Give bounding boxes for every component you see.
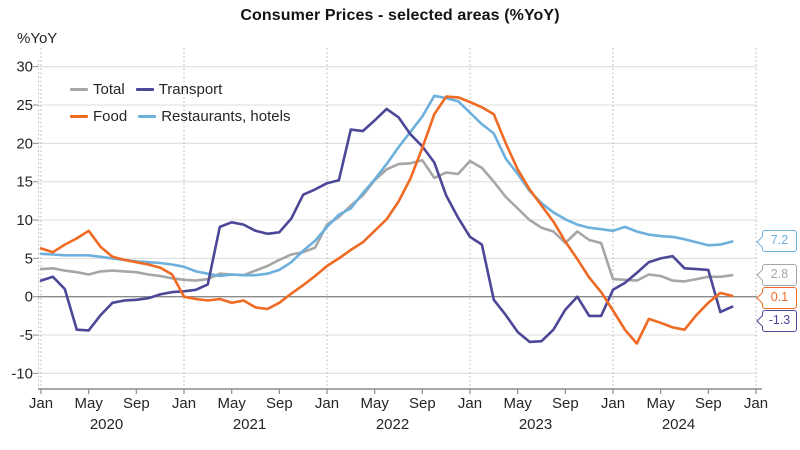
legend-label-food: Food — [93, 108, 128, 125]
svg-text:Jan: Jan — [29, 395, 53, 412]
svg-text:2020: 2020 — [90, 416, 123, 433]
end-value-callout-food: 0.1 — [756, 287, 797, 310]
svg-text:2024: 2024 — [662, 416, 695, 433]
svg-text:May: May — [646, 395, 675, 412]
svg-text:May: May — [360, 395, 389, 412]
svg-text:30: 30 — [16, 59, 33, 76]
svg-text:25: 25 — [16, 97, 33, 114]
svg-text:Sep: Sep — [552, 395, 579, 412]
total-end-value: 2.8 — [770, 267, 789, 282]
svg-text:5: 5 — [25, 250, 33, 267]
svg-text:May: May — [74, 395, 103, 412]
svg-text:2023: 2023 — [519, 416, 552, 433]
end-value-callout-transport: -1.3 — [756, 310, 797, 333]
svg-text:Jan: Jan — [601, 395, 625, 412]
legend-item-transport: Transport — [135, 81, 223, 98]
svg-text:Sep: Sep — [695, 395, 722, 412]
svg-text:-5: -5 — [20, 327, 33, 344]
svg-text:2021: 2021 — [233, 416, 266, 433]
svg-text:-10: -10 — [11, 365, 33, 382]
svg-text:20: 20 — [16, 135, 33, 152]
svg-text:0: 0 — [25, 289, 33, 306]
svg-text:2022: 2022 — [376, 416, 409, 433]
total-line-swatch — [70, 88, 88, 91]
food-line-swatch — [70, 115, 88, 118]
svg-text:10: 10 — [16, 212, 33, 229]
transport-line-swatch — [135, 88, 154, 91]
svg-text:Jan: Jan — [315, 395, 339, 412]
restaurants-line-swatch — [138, 115, 157, 118]
svg-text:Sep: Sep — [409, 395, 436, 412]
legend-label-total: Total — [93, 81, 125, 98]
transport-end-value: -1.3 — [768, 313, 791, 328]
restaurants-end-value: 7.2 — [770, 233, 789, 248]
chart-title: Consumer Prices - selected areas (%YoY) — [240, 7, 560, 24]
svg-text:Sep: Sep — [123, 395, 150, 412]
svg-text:Jan: Jan — [458, 395, 482, 412]
legend-item-restaurants: Restaurants, hotels — [138, 108, 290, 125]
legend-item-total: Total — [70, 81, 125, 98]
food-end-value: 0.1 — [770, 290, 789, 305]
svg-text:Jan: Jan — [172, 395, 196, 412]
svg-text:Sep: Sep — [266, 395, 293, 412]
end-value-callout-restaurants: 7.2 — [756, 230, 797, 253]
y-axis-unit-label: %YoY — [17, 30, 58, 47]
legend-item-food: Food — [70, 108, 127, 125]
svg-text:Jan: Jan — [744, 395, 768, 412]
svg-text:May: May — [217, 395, 246, 412]
legend-label-restaurants: Restaurants, hotels — [161, 108, 291, 125]
svg-text:15: 15 — [16, 174, 33, 191]
svg-text:May: May — [503, 395, 532, 412]
end-value-callout-total: 2.8 — [756, 264, 797, 287]
chart-legend: Total Transport Food Restaurants, hotels — [70, 76, 301, 130]
legend-label-transport: Transport — [158, 81, 223, 98]
